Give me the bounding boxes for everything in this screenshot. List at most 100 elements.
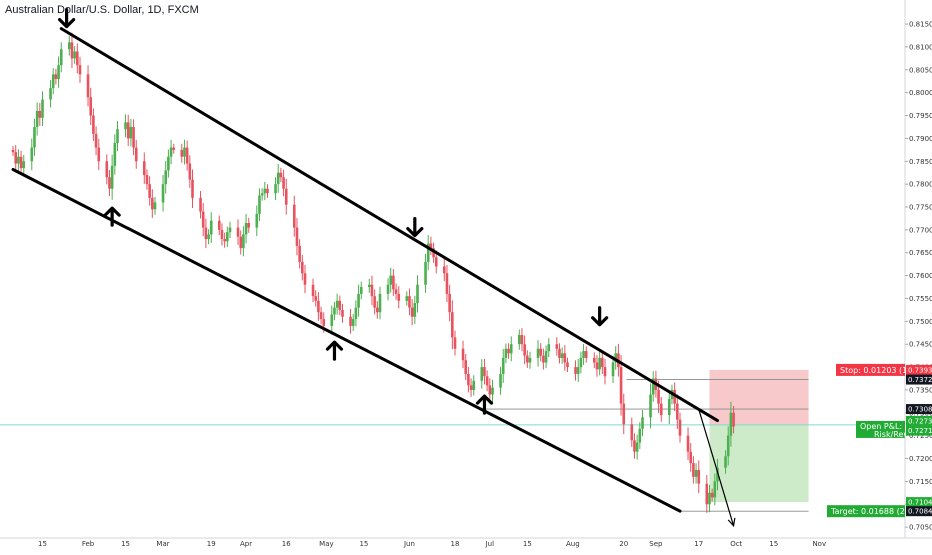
target-label: Target: 0.01688 (2.32% [830, 507, 926, 516]
open-pnl-label: Open P&L: 0.0 [860, 422, 917, 431]
candle-body [314, 296, 318, 301]
x-tick-label: Jun [403, 540, 415, 548]
candle-body [351, 319, 355, 326]
candle-body [317, 300, 320, 313]
candle-body [89, 97, 93, 116]
price-axis-label-box [906, 404, 932, 415]
candle-body [386, 284, 390, 294]
x-tick-label: 17 [694, 540, 703, 548]
candle-body [579, 357, 583, 368]
down-arrow-icon [58, 7, 76, 29]
x-tick-label: 15 [523, 540, 532, 548]
stop-label-box [836, 363, 905, 376]
candle-body [276, 172, 280, 185]
candle-body [732, 412, 735, 427]
candle-body [520, 335, 524, 345]
price-axis-label-box [906, 497, 932, 508]
candle-body [651, 378, 655, 395]
candle-body [30, 147, 34, 162]
candle-body [611, 362, 615, 377]
candle-body [207, 234, 210, 240]
candle-body [389, 275, 393, 285]
candle-body [501, 357, 505, 374]
candle-body [199, 197, 202, 212]
candle-body [357, 293, 360, 308]
candle-body [19, 156, 23, 169]
candle-body [710, 492, 714, 498]
x-tick-label: Jul [485, 540, 495, 548]
x-tick-label: 18 [451, 540, 460, 548]
candle-body [667, 399, 671, 416]
candle-body [592, 357, 596, 363]
candle-body [448, 293, 451, 313]
down-arrow-icon [591, 306, 609, 327]
price-axis-label: 0.73938 [908, 366, 932, 374]
candle-body [282, 177, 285, 189]
candle-body [244, 223, 248, 235]
candle-body [692, 463, 695, 477]
candle-body [148, 184, 151, 198]
candle-body [17, 156, 20, 164]
risk-reward-label: Risk/Rew [874, 430, 910, 439]
candle-body [33, 126, 36, 148]
candle-body [582, 351, 585, 358]
price-axis-label: 0.73082 [908, 406, 932, 414]
candle-body [11, 149, 15, 153]
candle-body [220, 229, 224, 240]
price-axis-label: 0.71047 [908, 499, 932, 507]
candle-body [416, 284, 419, 304]
candle-body [94, 133, 98, 148]
candle-body [92, 115, 95, 134]
candle-body [49, 88, 52, 100]
candle-body [153, 202, 157, 210]
x-tick-label: May [319, 540, 333, 548]
chart-title: Australian Dollar/U.S. Dollar, 1D, FXCM [5, 4, 199, 16]
candle-body [209, 220, 213, 235]
candle-body [59, 49, 63, 66]
candle-body [349, 316, 352, 326]
candle-body [359, 287, 363, 294]
x-tick-label: Sep [649, 540, 663, 548]
candle-body [255, 213, 259, 228]
candle-body [558, 348, 561, 358]
candle-body [126, 122, 130, 139]
up-arrow-icon [325, 340, 344, 361]
candle-body [73, 51, 76, 59]
candle-body [451, 312, 454, 338]
candle-body [633, 440, 636, 452]
candle-body [649, 394, 652, 418]
price-axis-label-box [906, 374, 932, 385]
candle-body [542, 355, 545, 363]
y-axis-background [905, 0, 932, 550]
candle-body [472, 380, 476, 390]
channel-lower-line [11, 167, 682, 513]
candle-body [333, 307, 336, 315]
candle-body [622, 403, 626, 425]
candle-body [258, 195, 261, 214]
up-arrow-icon-head [475, 394, 494, 405]
candle-body [22, 161, 26, 169]
x-tick-label: 15 [121, 540, 130, 548]
x-tick-label: 15 [769, 540, 778, 548]
candle-body [86, 74, 90, 98]
candle-body [279, 172, 283, 178]
candle-body [499, 373, 502, 388]
candle-body [298, 245, 301, 262]
candle-body [453, 337, 457, 349]
x-tick-label: Aug [566, 540, 580, 548]
candle-body [517, 335, 521, 345]
candle-body [116, 129, 119, 143]
x-tick-label: 16 [282, 540, 291, 548]
candle-body [509, 344, 513, 354]
candle-body [124, 122, 127, 130]
